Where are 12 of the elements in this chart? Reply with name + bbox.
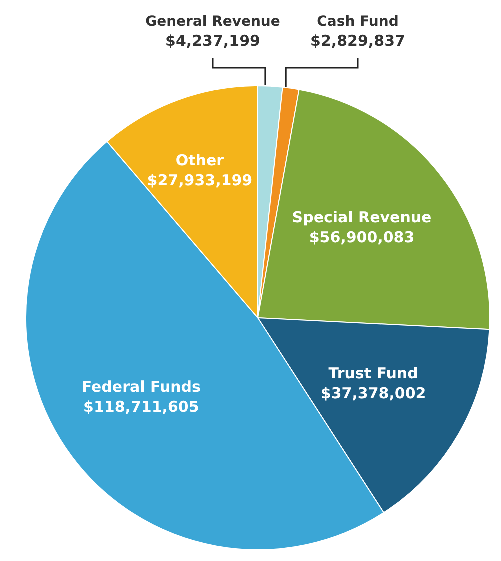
slice-label: Cash Fund xyxy=(317,14,399,30)
slice-label: General Revenue xyxy=(146,14,280,30)
slice-label: Special Revenue xyxy=(292,208,432,226)
data-label: $37,378,002 xyxy=(320,384,426,403)
slice-label: Trust Fund xyxy=(328,364,418,383)
slice-label: Federal Funds xyxy=(82,378,202,396)
data-label: $2,829,837 xyxy=(310,32,406,50)
data-label: $118,711,605 xyxy=(84,398,200,416)
data-label: $56,900,083 xyxy=(309,228,415,246)
slice-label: Other xyxy=(176,151,225,170)
data-label: $27,933,199 xyxy=(147,171,253,190)
data-label: $4,237,199 xyxy=(166,32,260,50)
